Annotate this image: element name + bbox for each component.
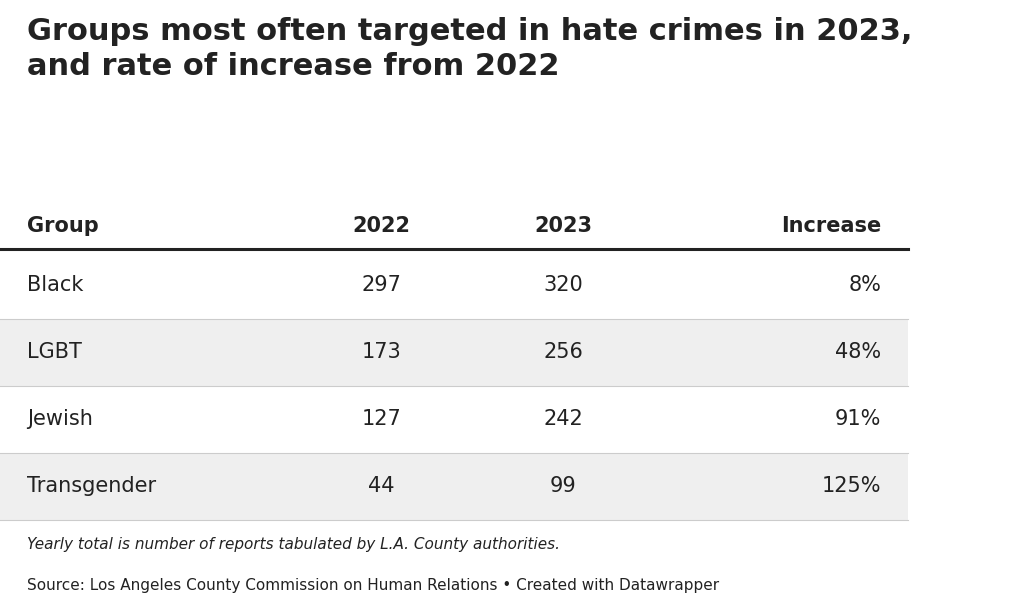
Text: 2023: 2023 — [535, 216, 592, 236]
Text: Jewish: Jewish — [28, 409, 93, 429]
Text: 320: 320 — [544, 275, 583, 295]
Text: 256: 256 — [543, 342, 583, 362]
FancyBboxPatch shape — [0, 453, 908, 520]
Text: Group: Group — [28, 216, 99, 236]
FancyBboxPatch shape — [0, 319, 908, 386]
Text: Transgender: Transgender — [28, 476, 157, 496]
Text: Increase: Increase — [780, 216, 881, 236]
Text: Source: Los Angeles County Commission on Human Relations • Created with Datawrap: Source: Los Angeles County Commission on… — [28, 578, 720, 593]
Text: 48%: 48% — [835, 342, 881, 362]
Text: 91%: 91% — [835, 409, 881, 429]
Text: 44: 44 — [369, 476, 394, 496]
Text: 99: 99 — [550, 476, 577, 496]
Text: 173: 173 — [361, 342, 401, 362]
Text: Yearly total is number of reports tabulated by L.A. County authorities.: Yearly total is number of reports tabula… — [28, 537, 560, 552]
Text: Black: Black — [28, 275, 84, 295]
Text: 8%: 8% — [848, 275, 881, 295]
Text: 125%: 125% — [821, 476, 881, 496]
Text: LGBT: LGBT — [28, 342, 82, 362]
Text: 127: 127 — [361, 409, 401, 429]
Text: 242: 242 — [544, 409, 583, 429]
FancyBboxPatch shape — [0, 252, 908, 319]
Text: 2022: 2022 — [352, 216, 411, 236]
Text: 297: 297 — [361, 275, 401, 295]
FancyBboxPatch shape — [0, 386, 908, 453]
Text: Groups most often targeted in hate crimes in 2023,
and rate of increase from 202: Groups most often targeted in hate crime… — [28, 17, 912, 81]
